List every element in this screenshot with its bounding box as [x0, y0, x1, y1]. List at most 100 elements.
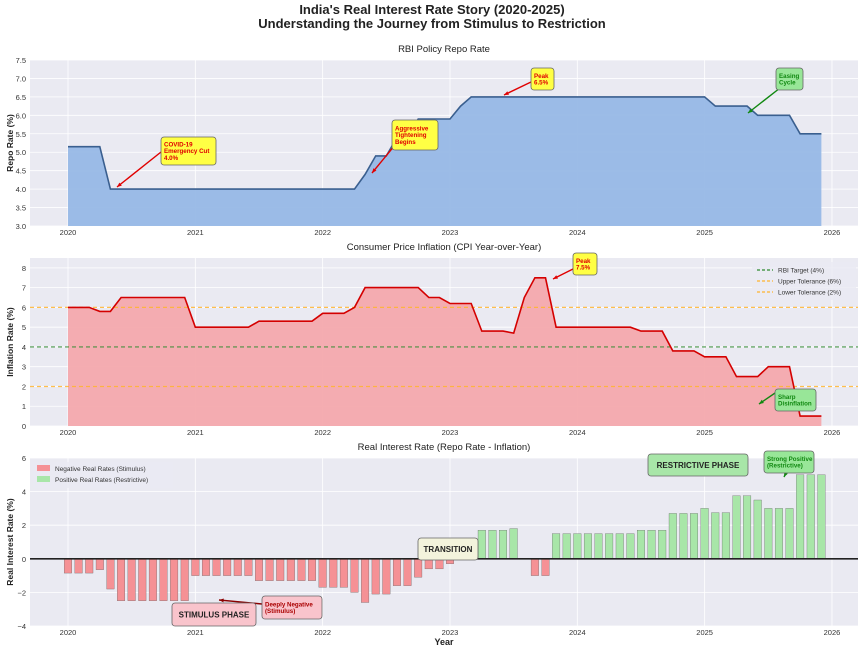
arrow-head-icon — [759, 399, 764, 404]
x-tick-label: 2025 — [696, 228, 713, 237]
bar — [371, 558, 380, 595]
y-tick-label: 2 — [22, 382, 26, 391]
x-tick-label: 2022 — [314, 428, 331, 437]
y-tick-label: 5 — [22, 323, 26, 332]
legend-swatch — [37, 465, 50, 471]
x-tick-label: 2023 — [442, 628, 459, 637]
y-tick-label: 1 — [22, 402, 26, 411]
legend-swatch — [37, 476, 50, 482]
annotation: STIMULUS PHASE — [171, 602, 257, 627]
area-fill — [68, 96, 822, 227]
bar — [721, 512, 730, 559]
y-tick-label: 7.5 — [16, 56, 26, 65]
bar — [64, 558, 72, 574]
x-tick-label: 2020 — [60, 228, 77, 237]
annotation-text: Easing — [779, 73, 800, 80]
legend-label: Positive Real Rates (Restrictive) — [55, 477, 148, 484]
panel-3: −4 −2 0 2 4 6 2020 2021 2022 2023 2024 2025 2026 Real… — [5, 442, 858, 637]
annotation-text: Disinflation — [778, 401, 812, 408]
bar — [392, 558, 401, 586]
series-line — [68, 96, 822, 190]
bar — [95, 558, 104, 570]
bar — [318, 558, 327, 588]
x-tick-label: 2022 — [314, 628, 331, 637]
bar — [753, 499, 762, 559]
annotation-box — [171, 602, 257, 627]
y-tick-label: 3.5 — [16, 204, 26, 213]
x-tick-label: 2025 — [696, 428, 713, 437]
arrow-head-icon — [553, 275, 558, 279]
x-tick-label: 2021 — [187, 428, 204, 437]
bar — [382, 558, 391, 595]
y-tick-label: 4 — [22, 343, 26, 352]
annotation-text: Sharp — [778, 394, 796, 401]
annotation-box — [572, 252, 598, 276]
bar — [255, 558, 263, 581]
bar — [711, 512, 720, 559]
bar — [286, 558, 295, 581]
x-tick-label: 2024 — [569, 228, 586, 237]
area-fill — [68, 277, 822, 426]
bar — [276, 558, 285, 581]
bar — [488, 530, 497, 559]
y-tick-label: 4 — [22, 488, 26, 497]
annotation-box — [160, 136, 217, 166]
annotation-text: Peak — [576, 258, 591, 265]
annotation-box — [261, 595, 323, 620]
annotation-box — [774, 388, 817, 412]
annotation-text: STIMULUS PHASE — [179, 610, 250, 619]
y-tick-label: 5.0 — [16, 148, 26, 157]
bar — [191, 558, 200, 576]
y-tick-label: 7.0 — [16, 74, 26, 83]
annotation-text: 4.0% — [164, 155, 179, 162]
x-tick-label: 2026 — [824, 228, 841, 237]
legend-box — [752, 262, 856, 300]
annotation-text: Tightening — [395, 132, 427, 139]
y-tick-label: 3.0 — [16, 222, 26, 231]
bar — [106, 558, 115, 590]
bar — [615, 533, 624, 559]
x-tick-label: 2021 — [187, 228, 204, 237]
bar — [658, 530, 667, 559]
legend-label: Lower Tolerance (2%) — [778, 290, 841, 297]
annotation-text: Strong Positive — [767, 456, 813, 463]
annotation-text: (Restrictive) — [767, 463, 803, 470]
annotation-text: Deeply Negative — [265, 601, 313, 608]
annotation-text: (Stimulus) — [265, 608, 295, 615]
x-tick-label: 2020 — [60, 628, 77, 637]
x-tick-label: 2023 — [442, 228, 459, 237]
bar — [679, 513, 688, 559]
bar — [817, 474, 826, 559]
annotation-box — [391, 119, 439, 151]
annotation: RESTRICTIVE PHASE — [647, 453, 749, 477]
x-tick-label: 2021 — [187, 628, 204, 637]
annotation: TRANSITION — [417, 537, 479, 561]
legend-label: Negative Real Rates (Stimulus) — [55, 466, 146, 473]
annotation-text: Peak — [534, 73, 549, 80]
legend-label: Upper Tolerance (6%) — [778, 279, 841, 286]
annotation-text: Emergency Cut — [164, 148, 209, 155]
annotation-arrow — [747, 87, 781, 114]
arrow-head-icon — [372, 168, 377, 173]
bar — [244, 558, 253, 576]
bar — [329, 558, 338, 588]
y-tick-label: 4.0 — [16, 185, 26, 194]
annotation-box — [775, 67, 804, 91]
bar — [212, 558, 221, 576]
series-line — [68, 276, 822, 417]
bar — [530, 558, 539, 576]
panel-2: 0 1 2 3 4 5 6 7 8 2020 2021 2022 2023 2024 2025 2026 Con… — [5, 242, 858, 437]
annotation-box — [647, 453, 749, 477]
figure-title-line1: India's Real Interest Rate Story (2020-2… — [299, 2, 564, 17]
x-tick-label: 2023 — [442, 428, 459, 437]
bar — [265, 558, 274, 581]
legend-label: RBI Target (4%) — [778, 268, 824, 275]
arrow-head-icon — [504, 91, 509, 95]
y-tick-label: −2 — [17, 588, 26, 597]
bar — [297, 558, 306, 581]
bar — [499, 530, 507, 559]
bar — [647, 530, 656, 559]
bar — [308, 558, 316, 581]
